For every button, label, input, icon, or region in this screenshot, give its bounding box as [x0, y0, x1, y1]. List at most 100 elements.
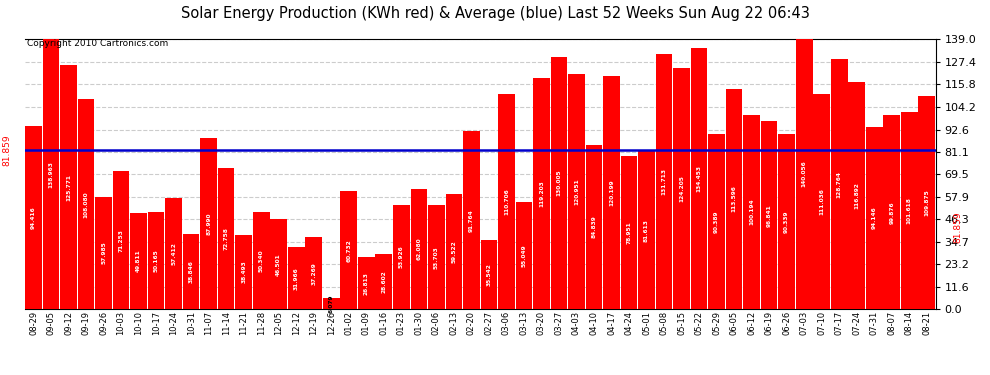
Bar — [78, 99, 94, 309]
Text: 49.811: 49.811 — [136, 250, 142, 272]
Text: 60.732: 60.732 — [346, 239, 351, 262]
Bar — [165, 198, 182, 309]
Text: 110.706: 110.706 — [504, 189, 509, 215]
Bar — [498, 94, 515, 309]
Text: 81.859: 81.859 — [953, 211, 963, 243]
Text: 35.542: 35.542 — [486, 263, 491, 286]
Text: 78.951: 78.951 — [627, 221, 632, 244]
Text: 53.703: 53.703 — [434, 246, 439, 268]
Text: 38.846: 38.846 — [189, 260, 194, 283]
Bar — [375, 254, 392, 309]
Bar — [306, 237, 322, 309]
Text: 55.049: 55.049 — [522, 244, 527, 267]
Text: 50.340: 50.340 — [258, 249, 263, 272]
Bar — [796, 38, 813, 309]
Bar — [691, 48, 708, 309]
Text: 100.194: 100.194 — [749, 199, 754, 225]
Text: 46.501: 46.501 — [276, 253, 281, 276]
Text: 91.764: 91.764 — [469, 209, 474, 232]
Text: 94.146: 94.146 — [872, 207, 877, 230]
Bar — [148, 212, 164, 309]
Text: 96.841: 96.841 — [766, 204, 771, 227]
Bar — [708, 134, 725, 309]
Bar — [814, 94, 830, 309]
Text: 119.203: 119.203 — [539, 180, 544, 207]
Bar — [446, 194, 462, 309]
Text: Copyright 2010 Cartronics.com: Copyright 2010 Cartronics.com — [27, 39, 168, 48]
Text: 62.080: 62.080 — [417, 238, 422, 260]
Bar — [761, 121, 777, 309]
Bar — [393, 205, 410, 309]
Bar — [95, 197, 112, 309]
Bar — [586, 145, 602, 309]
Bar — [236, 235, 252, 309]
Bar — [358, 257, 374, 309]
Bar — [621, 156, 638, 309]
Text: 125.771: 125.771 — [66, 174, 71, 201]
Bar — [516, 202, 533, 309]
Text: 57.985: 57.985 — [101, 242, 106, 264]
Bar — [568, 74, 585, 309]
Text: 38.493: 38.493 — [242, 261, 247, 284]
Bar — [603, 76, 620, 309]
Bar — [183, 234, 199, 309]
Text: 57.412: 57.412 — [171, 242, 176, 265]
Text: 90.389: 90.389 — [714, 210, 719, 233]
Bar — [288, 247, 305, 309]
Bar — [919, 96, 936, 309]
Bar — [866, 126, 882, 309]
Text: 53.926: 53.926 — [399, 246, 404, 268]
Text: 81.613: 81.613 — [644, 219, 649, 242]
Text: 37.269: 37.269 — [311, 262, 316, 285]
Text: 26.813: 26.813 — [363, 272, 369, 295]
Text: 120.199: 120.199 — [609, 179, 614, 206]
Bar — [778, 134, 795, 309]
Text: Solar Energy Production (KWh red) & Average (blue) Last 52 Weeks Sun Aug 22 06:4: Solar Energy Production (KWh red) & Aver… — [180, 6, 810, 21]
Text: 99.876: 99.876 — [889, 201, 894, 223]
Bar — [534, 78, 549, 309]
Text: 140.056: 140.056 — [802, 160, 807, 187]
Text: 111.036: 111.036 — [819, 188, 825, 215]
Text: 120.951: 120.951 — [574, 178, 579, 205]
Text: 124.205: 124.205 — [679, 175, 684, 202]
Text: 71.253: 71.253 — [119, 229, 124, 252]
Bar — [673, 68, 690, 309]
Text: 108.080: 108.080 — [83, 191, 88, 218]
Bar — [428, 205, 445, 309]
Bar — [550, 57, 567, 309]
Text: 72.758: 72.758 — [224, 227, 229, 250]
Text: 113.596: 113.596 — [732, 186, 737, 213]
Bar — [43, 39, 59, 309]
Text: 87.990: 87.990 — [206, 213, 211, 235]
Text: 94.416: 94.416 — [31, 206, 36, 229]
Text: 90.339: 90.339 — [784, 210, 789, 233]
Bar — [743, 115, 760, 309]
Bar — [639, 151, 654, 309]
Bar — [25, 126, 42, 309]
Bar — [883, 116, 900, 309]
Bar — [200, 138, 217, 309]
Bar — [270, 219, 287, 309]
Bar — [341, 191, 357, 309]
Text: 59.522: 59.522 — [451, 240, 456, 263]
Text: 84.839: 84.839 — [591, 216, 597, 238]
Bar — [252, 211, 269, 309]
Text: 128.764: 128.764 — [837, 171, 842, 198]
Bar — [323, 298, 340, 309]
Text: 6.079: 6.079 — [329, 294, 334, 313]
Text: 116.892: 116.892 — [854, 182, 859, 209]
Text: 81.859: 81.859 — [3, 135, 12, 166]
Bar — [113, 171, 130, 309]
Bar — [901, 112, 918, 309]
Text: 131.713: 131.713 — [661, 168, 666, 195]
Bar — [848, 82, 865, 309]
Bar — [655, 54, 672, 309]
Text: 31.966: 31.966 — [294, 267, 299, 290]
Text: 101.618: 101.618 — [907, 197, 912, 224]
Text: 109.875: 109.875 — [925, 189, 930, 216]
Text: 28.602: 28.602 — [381, 270, 386, 293]
Bar — [60, 65, 77, 309]
Bar — [726, 89, 742, 309]
Bar — [831, 59, 847, 309]
Bar — [411, 189, 427, 309]
